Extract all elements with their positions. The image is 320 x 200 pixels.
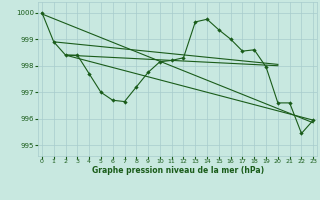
X-axis label: Graphe pression niveau de la mer (hPa): Graphe pression niveau de la mer (hPa) xyxy=(92,166,264,175)
